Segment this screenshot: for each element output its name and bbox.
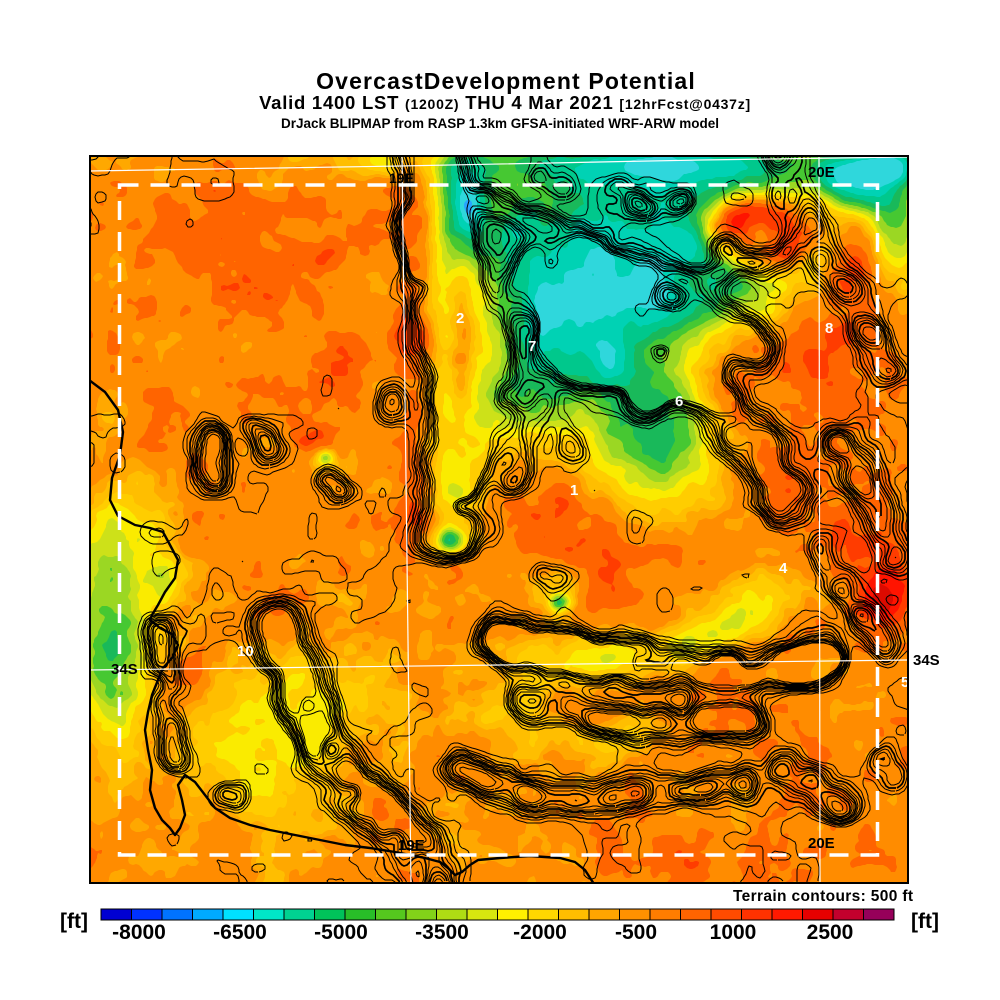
svg-text:10: 10 (237, 643, 254, 660)
svg-text:7: 7 (528, 338, 536, 355)
svg-text:5: 5 (901, 674, 909, 691)
svg-text:6: 6 (675, 393, 683, 410)
svg-text:8: 8 (825, 320, 833, 337)
svg-text:34S: 34S (111, 661, 138, 678)
svg-text:19E: 19E (389, 170, 414, 186)
svg-text:20E: 20E (808, 835, 835, 852)
svg-text:19E: 19E (398, 837, 425, 854)
svg-text:4: 4 (779, 560, 788, 577)
svg-text:2: 2 (456, 310, 464, 327)
svg-text:1: 1 (570, 482, 578, 499)
svg-text:20E: 20E (808, 164, 835, 181)
